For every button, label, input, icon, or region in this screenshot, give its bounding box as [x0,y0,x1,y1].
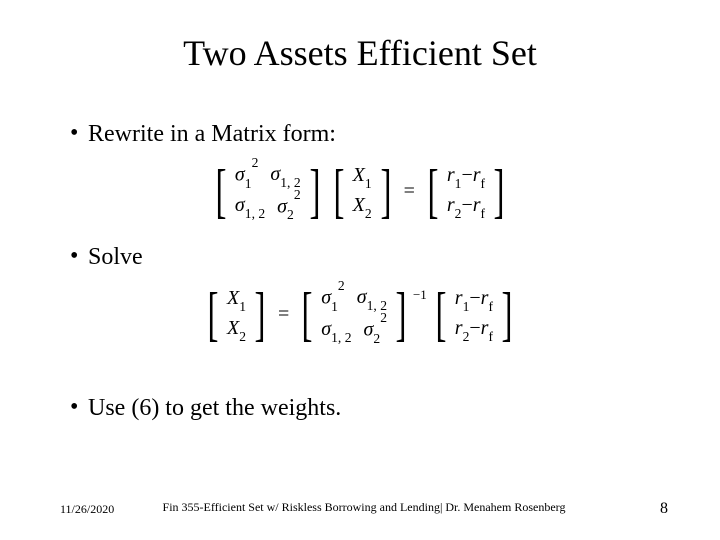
bullet-3: • Use (6) to get the weights. [70,394,670,422]
bullet-dot-icon: • [70,243,88,269]
footer-page-number: 8 [660,500,668,518]
equation-2: [ X1 X2 ] = [ σ12 σ1, 2 σ1, 2 σ22 [70,285,650,344]
bullet-dot-icon: • [70,394,88,420]
left-bracket-icon: [ [302,290,313,339]
slide-body: • Rewrite in a Matrix form: [ σ12 σ1, 2 … [70,120,670,436]
left-bracket-icon: [ [333,167,344,216]
footer-date: 11/26/2020 [60,502,114,517]
right-bracket-icon: ] [254,290,265,339]
left-bracket-icon: [ [435,290,446,339]
right-bracket-icon: ] [309,167,320,216]
footer-center: Fin 355-Efficient Set w/ Riskless Borrow… [60,500,668,515]
left-bracket-icon: [ [427,167,438,216]
equals-sign: = [274,303,293,326]
left-bracket-icon: [ [215,167,226,216]
slide-title: Two Assets Efficient Set [0,32,720,74]
inverse-exponent: −1 [413,287,427,303]
right-bracket-icon: ] [494,167,505,216]
bullet-2-text: Solve [88,243,143,271]
bullet-3-text: Use (6) to get the weights. [88,394,341,422]
bullet-1-text: Rewrite in a Matrix form: [88,120,336,148]
bullet-2: • Solve [70,243,670,271]
equals-sign: = [400,180,419,203]
bullet-dot-icon: • [70,120,88,146]
right-bracket-icon: ] [395,290,406,339]
equation-1: [ σ12 σ1, 2 σ1, 2 σ22 ] [ X1 X2 [70,162,650,221]
left-bracket-icon: [ [207,290,218,339]
bullet-1: • Rewrite in a Matrix form: [70,120,670,148]
slide-footer: 11/26/2020 Fin 355-Efficient Set w/ Risk… [60,500,668,518]
right-bracket-icon: ] [380,167,391,216]
right-bracket-icon: ] [501,290,512,339]
